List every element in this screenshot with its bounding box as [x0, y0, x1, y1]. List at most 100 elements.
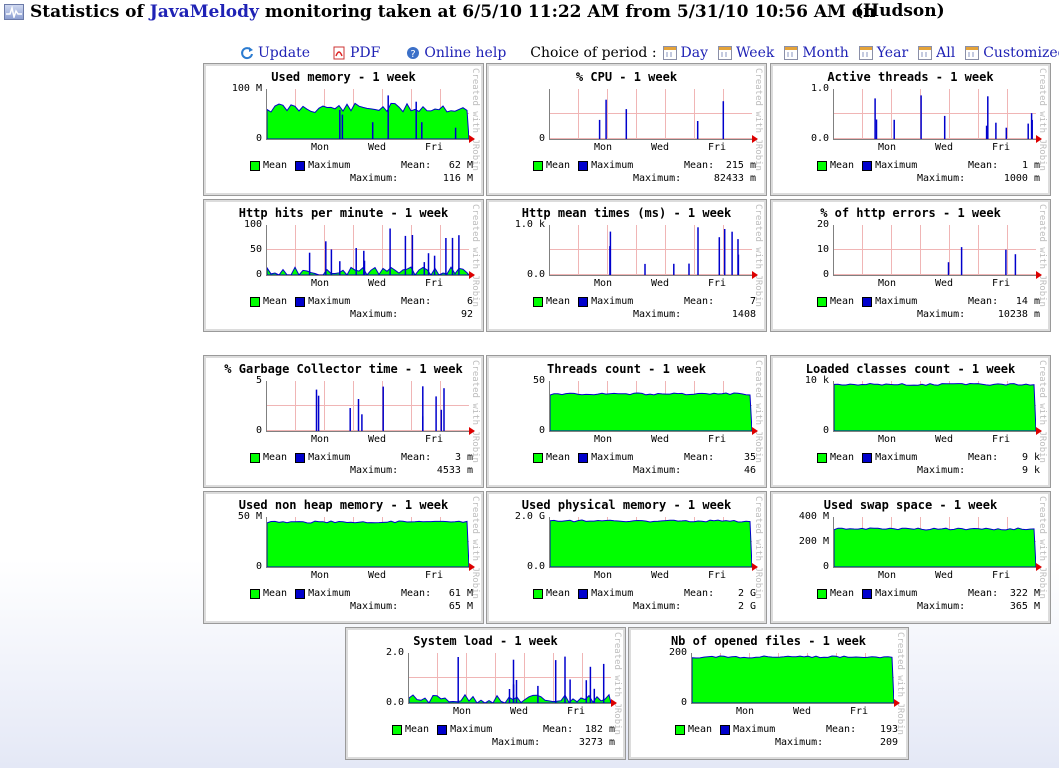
max-value: 65 M — [448, 601, 473, 612]
jrobin-watermark: Created with JRobin — [895, 632, 905, 735]
axis-arrow-icon — [752, 563, 758, 571]
chart-panel-swap-space[interactable]: Used swap space - 1 week Created with JRo… — [770, 491, 1051, 624]
max-legend-label: Maximum — [591, 452, 634, 463]
axis-arrow-icon — [469, 271, 475, 279]
max-value: 1000 m — [1003, 173, 1040, 184]
x-tick-label: Fri — [708, 434, 727, 445]
y-tick-label: 1.0 k — [514, 219, 545, 230]
max-legend-label: Maximum — [450, 724, 493, 735]
mean-stat-label: Mean: — [968, 452, 999, 463]
chart-panel-non-heap-memory[interactable]: Used non heap memory - 1 week Created wit… — [203, 491, 484, 624]
mean-swatch — [533, 160, 543, 171]
plot-area — [833, 517, 1036, 568]
period-week[interactable]: Week — [718, 45, 780, 61]
max-legend-label: Maximum — [875, 160, 918, 171]
chart-panel-opened-files[interactable]: Nb of opened files - 1 week Created with … — [628, 627, 909, 760]
mean-value: 6 — [466, 296, 473, 307]
chart-svg — [267, 228, 469, 275]
x-tick-label: Wed — [935, 434, 954, 445]
x-tick-label: Mon — [736, 706, 755, 717]
chart-svg — [550, 392, 752, 431]
max-legend-label: Maximum — [591, 588, 634, 599]
period-all[interactable]: All — [918, 45, 961, 61]
chart-svg — [267, 95, 469, 139]
plot-area — [833, 225, 1036, 276]
y-tick-label: 0 — [255, 133, 262, 144]
max-value: 2 G — [737, 601, 756, 612]
pdf-link[interactable]: PDF — [332, 45, 386, 61]
chart-title: Used memory - 1 week — [271, 70, 416, 84]
calendar-icon — [718, 46, 733, 60]
chart-svg — [834, 382, 1036, 431]
mean-legend-label: Mean — [546, 588, 571, 599]
chart-panel-active-threads[interactable]: Active threads - 1 week Created with JRob… — [770, 63, 1051, 196]
axis-arrow-icon — [752, 427, 758, 435]
plot-area — [266, 225, 469, 276]
chart-panel-physical-memory[interactable]: Used physical memory - 1 week Created wit… — [486, 491, 767, 624]
y-tick-label: 10 k — [804, 375, 829, 386]
axis-arrow-icon — [469, 563, 475, 571]
period-label: Choice of period : — [530, 45, 657, 61]
update-link[interactable]: Update — [240, 45, 316, 61]
mean-swatch — [817, 452, 827, 463]
help-icon: ? — [406, 46, 420, 60]
axis-arrow-icon — [469, 427, 475, 435]
jrobin-watermark: Created with JRobin — [753, 360, 763, 463]
chart-panel-http-mean-times[interactable]: Http mean times (ms) - 1 week Created wit… — [486, 199, 767, 332]
y-tick-label: 0 — [822, 425, 829, 436]
mean-legend-label: Mean — [263, 452, 288, 463]
x-tick-label: Fri — [708, 570, 727, 581]
online-help-link[interactable]: ? Online help — [406, 45, 512, 61]
axis-arrow-icon — [1036, 271, 1042, 279]
y-tick-label: 0 — [255, 561, 262, 572]
chart-panel-loaded-classes[interactable]: Loaded classes count - 1 week Created wit… — [770, 355, 1051, 488]
x-tick-label: Wed — [935, 142, 954, 153]
max-stat-label: Maximum: — [917, 465, 966, 476]
mean-value: 193 — [879, 724, 898, 735]
mean-stat-label: Mean: — [968, 160, 999, 171]
calendar-icon — [662, 46, 677, 60]
y-tick-label: 100 — [243, 219, 262, 230]
mean-legend-label: Mean — [546, 452, 571, 463]
x-tick-label: Mon — [878, 278, 897, 289]
x-tick-label: Wed — [368, 434, 387, 445]
pdf-icon — [332, 46, 346, 60]
chart-panel-gc-time[interactable]: % Garbage Collector time - 1 week Created… — [203, 355, 484, 488]
x-tick-label: Fri — [425, 278, 444, 289]
period-year[interactable]: Year — [858, 45, 914, 61]
max-swatch — [862, 452, 873, 463]
mean-swatch — [817, 160, 827, 171]
chart-panel-used-memory[interactable]: Used memory - 1 week Created with JRobin 1… — [203, 63, 484, 196]
mean-value: 182 m — [584, 724, 615, 735]
max-value: 116 M — [442, 173, 473, 184]
jrobin-watermark: Created with JRobin — [1037, 204, 1047, 307]
toolbar: Update PDF ? Online help Choice of perio… — [240, 43, 1059, 63]
period-customized[interactable]: Customized — [965, 45, 1059, 61]
chart-title: Http hits per minute - 1 week — [238, 206, 449, 220]
svg-text:?: ? — [411, 49, 416, 60]
mean-area — [267, 266, 469, 275]
chart-panel-system-load[interactable]: System load - 1 week Created with JRobin 2… — [345, 627, 626, 760]
max-swatch — [578, 160, 589, 171]
period-day[interactable]: Day — [662, 45, 714, 61]
chart-panel-threads-count[interactable]: Threads count - 1 week Created with JRobi… — [486, 355, 767, 488]
max-legend-label: Maximum — [591, 296, 634, 307]
max-swatch — [862, 160, 873, 171]
period-month[interactable]: Month — [784, 45, 854, 61]
x-tick-label: Fri — [425, 142, 444, 153]
max-stat-label: Maximum: — [492, 737, 541, 748]
chart-panel-http-errors[interactable]: % of http errors - 1 week Created with JR… — [770, 199, 1051, 332]
x-tick-label: Fri — [567, 706, 586, 717]
y-tick-label: 10 — [816, 244, 829, 255]
chart-legend: Mean Maximum — [817, 160, 917, 171]
max-legend-label: Maximum — [591, 160, 634, 171]
mean-value: 3 m — [454, 452, 473, 463]
calendar-icon — [965, 46, 980, 60]
mean-stat-label: Mean: — [684, 296, 715, 307]
chart-panel-cpu[interactable]: % CPU - 1 week Created with JRobin 0 Mon Wed… — [486, 63, 767, 196]
max-legend-label: Maximum — [875, 452, 918, 463]
calendar-icon — [918, 46, 933, 60]
chart-panel-http-hits[interactable]: Http hits per minute - 1 week Created wit… — [203, 199, 484, 332]
max-stat-label: Maximum: — [775, 737, 824, 748]
chart-title: Used non heap memory - 1 week — [238, 498, 449, 512]
